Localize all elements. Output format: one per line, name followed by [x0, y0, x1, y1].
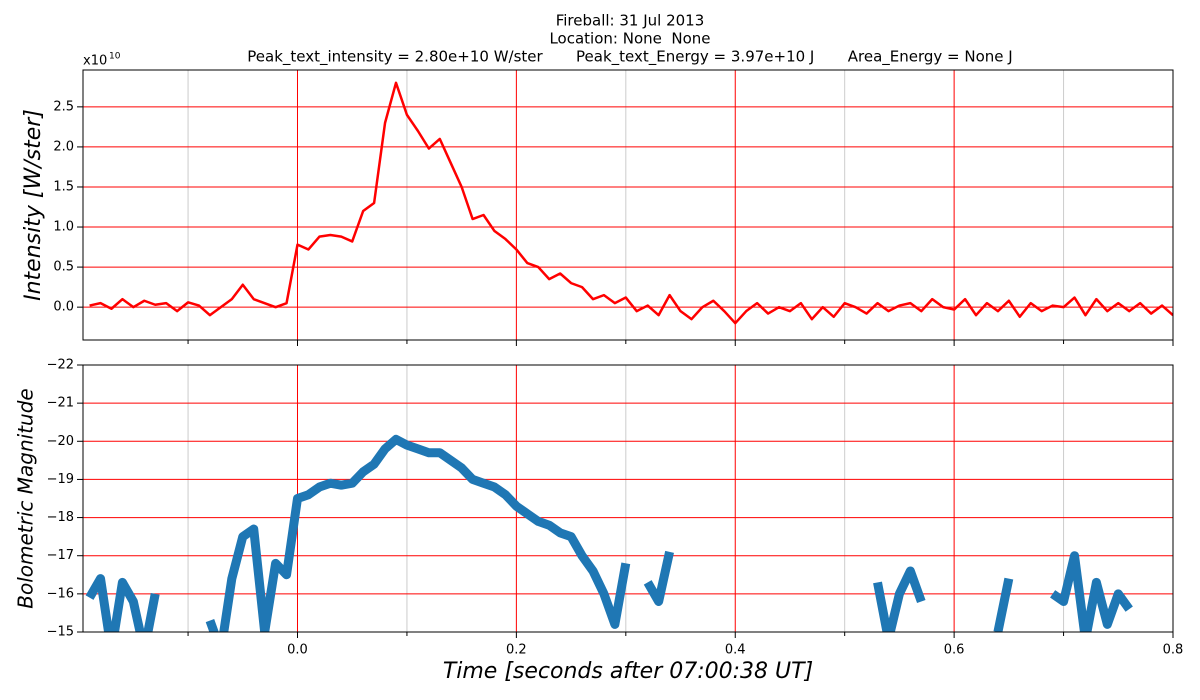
- y-tick-label: −19: [47, 472, 74, 487]
- y-tick-label: 1.0: [53, 220, 74, 235]
- data-line: [85, 434, 1133, 632]
- y-tick-label: 2.0: [53, 139, 74, 154]
- y-offset-exponent: 10: [109, 52, 121, 62]
- plot-area: [85, 434, 1133, 632]
- y-tick-label: 0.5: [53, 260, 74, 275]
- y-tick-label: −18: [47, 510, 74, 525]
- chart-title: Peak_text_intensity = 2.80e+10 W/ster Pe…: [247, 48, 1012, 67]
- chart-title: Fireball: 31 Jul 2013: [556, 12, 705, 30]
- y-axis-label: Intensity [W/ster]: [21, 109, 46, 301]
- axes-frame: [82, 69, 1174, 341]
- axes-frame: [82, 364, 1174, 633]
- y-tick-label: 2.5: [53, 99, 74, 114]
- x-tick-label: 0.0: [287, 643, 308, 658]
- y-tick-label: −15: [47, 625, 74, 640]
- chart-title: Location: None None: [549, 30, 710, 48]
- y-tick-label: −21: [47, 396, 74, 411]
- x-tick-label: 0.4: [725, 643, 746, 658]
- x-tick-label: 0.6: [944, 643, 965, 658]
- y-tick-label: −17: [47, 548, 74, 563]
- y-axis-label: Bolometric Magnitude: [14, 388, 38, 608]
- y-tick-label: −22: [47, 358, 74, 373]
- y-tick-label: 1.5: [53, 179, 74, 194]
- x-tick-label: 0.2: [506, 643, 527, 658]
- y-offset: x10: [83, 54, 107, 69]
- y-tick-label: 0.0: [53, 300, 74, 315]
- x-tick-label: 0.8: [1163, 643, 1184, 658]
- data-line: [89, 81, 1173, 325]
- y-tick-label: −20: [47, 434, 74, 449]
- plot-area: [89, 81, 1173, 325]
- y-tick-label: −16: [47, 586, 74, 601]
- x-axis-label: Time [seconds after 07:00:38 UT]: [443, 659, 813, 684]
